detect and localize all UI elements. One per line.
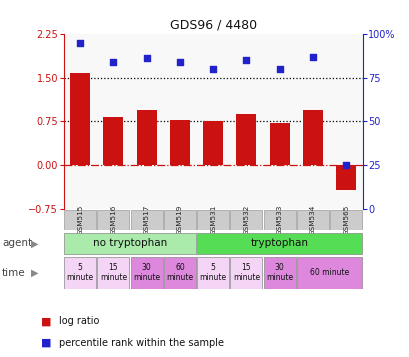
Text: GSM532: GSM532 — [243, 205, 249, 235]
Bar — [269, 123, 289, 165]
Text: 5
minute: 5 minute — [66, 263, 94, 282]
Bar — [197, 257, 229, 288]
Bar — [296, 210, 328, 230]
Text: GSM565: GSM565 — [342, 205, 348, 235]
Text: GSM517: GSM517 — [143, 205, 149, 235]
Text: no tryptophan: no tryptophan — [93, 238, 167, 248]
Text: GSM533: GSM533 — [276, 205, 282, 235]
Bar — [203, 121, 222, 165]
Bar — [103, 117, 123, 165]
Point — [342, 162, 348, 168]
Text: ▶: ▶ — [31, 238, 38, 248]
Point — [143, 56, 150, 61]
Bar — [170, 120, 189, 165]
Text: percentile rank within the sample: percentile rank within the sample — [59, 338, 224, 348]
Bar — [302, 110, 322, 165]
Bar — [97, 257, 129, 288]
Text: ■: ■ — [41, 316, 52, 326]
Bar — [97, 210, 129, 230]
Bar — [130, 257, 162, 288]
Bar — [263, 210, 295, 230]
Text: ▶: ▶ — [31, 268, 38, 278]
Text: GSM534: GSM534 — [309, 205, 315, 235]
Text: 15
minute: 15 minute — [232, 263, 259, 282]
Text: 5
minute: 5 minute — [199, 263, 226, 282]
Bar — [64, 210, 96, 230]
Text: GSM519: GSM519 — [177, 205, 182, 235]
Text: tryptophan: tryptophan — [250, 238, 308, 248]
Point — [110, 59, 117, 65]
Text: time: time — [2, 268, 26, 278]
Bar — [136, 110, 156, 165]
Text: GSM531: GSM531 — [210, 205, 216, 235]
Bar — [164, 210, 196, 230]
Bar — [236, 114, 256, 165]
Bar — [335, 165, 355, 190]
Bar — [296, 257, 361, 288]
Point — [176, 59, 183, 65]
Bar — [164, 257, 196, 288]
Text: 60 minute: 60 minute — [309, 268, 348, 277]
Text: 30
minute: 30 minute — [133, 263, 160, 282]
Text: 60
minute: 60 minute — [166, 263, 193, 282]
Point — [276, 66, 282, 72]
Text: GSM515: GSM515 — [77, 205, 83, 235]
Bar — [230, 210, 262, 230]
Point — [77, 40, 83, 45]
Bar — [64, 233, 196, 254]
Text: log ratio: log ratio — [59, 316, 99, 326]
Bar — [70, 73, 90, 165]
Bar — [130, 210, 162, 230]
Point — [209, 66, 216, 72]
Text: 30
minute: 30 minute — [265, 263, 292, 282]
Text: agent: agent — [2, 238, 32, 248]
Text: ■: ■ — [41, 338, 52, 348]
Point — [243, 57, 249, 63]
Bar — [263, 257, 295, 288]
Bar — [230, 257, 262, 288]
Bar — [197, 210, 229, 230]
Title: GDS96 / 4480: GDS96 / 4480 — [169, 18, 256, 31]
Point — [309, 54, 315, 60]
Bar — [64, 257, 96, 288]
Text: 15
minute: 15 minute — [100, 263, 127, 282]
Bar — [197, 233, 361, 254]
Bar — [330, 210, 361, 230]
Text: GSM516: GSM516 — [110, 205, 116, 235]
